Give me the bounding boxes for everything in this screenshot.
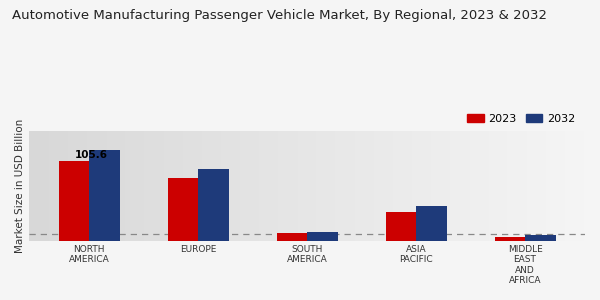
Bar: [59, 161, 89, 241]
Text: Automotive Manufacturing Passenger Vehicle Market, By Regional, 2023 & 2032: Automotive Manufacturing Passenger Vehic…: [12, 9, 547, 22]
Y-axis label: Market Size in USD Billion: Market Size in USD Billion: [15, 119, 25, 253]
Bar: [494, 237, 525, 241]
Bar: [307, 232, 338, 241]
Bar: [525, 236, 556, 241]
Text: 105.6: 105.6: [75, 150, 108, 160]
Bar: [386, 212, 416, 241]
Bar: [277, 233, 307, 241]
Bar: [167, 178, 198, 241]
Bar: [198, 169, 229, 241]
Bar: [416, 206, 446, 241]
Legend: 2023, 2032: 2023, 2032: [463, 110, 580, 128]
Bar: [89, 150, 119, 241]
